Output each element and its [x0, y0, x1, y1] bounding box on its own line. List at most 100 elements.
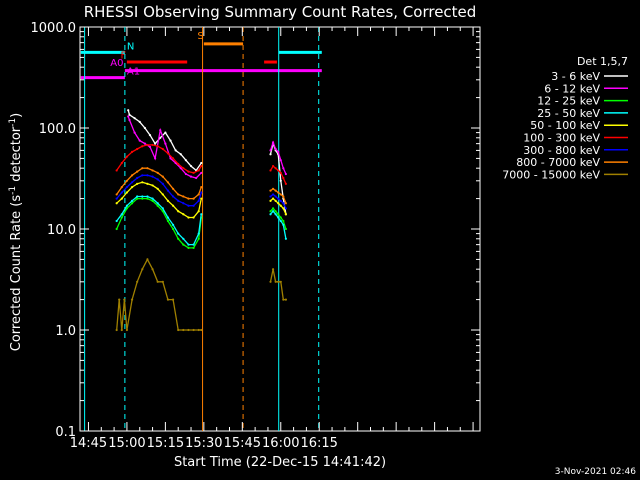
data-point	[277, 169, 280, 172]
data-point	[182, 237, 185, 240]
data-point	[282, 167, 285, 170]
data-point	[177, 162, 180, 166]
data-point	[125, 204, 129, 207]
data-point	[164, 142, 167, 145]
data-point	[179, 167, 182, 170]
flag-label: S	[197, 31, 203, 42]
data-point	[141, 167, 144, 170]
data-point	[154, 142, 157, 145]
data-point	[177, 210, 180, 213]
y-axis-label-main: Corrected Count Rate (s	[9, 195, 24, 352]
data-point	[200, 197, 203, 200]
data-point	[277, 280, 280, 283]
legend-label: 7000 - 15000 keV	[502, 168, 600, 181]
data-point	[282, 195, 285, 198]
data-point	[148, 145, 152, 148]
data-point	[282, 223, 285, 226]
data-point	[177, 237, 180, 240]
data-point	[200, 213, 203, 216]
data-point	[166, 298, 170, 301]
data-point	[136, 182, 139, 185]
series-line	[116, 144, 202, 174]
series-25-50keV	[115, 195, 287, 246]
data-point	[187, 243, 190, 246]
data-point	[171, 227, 175, 231]
data-point	[277, 202, 280, 205]
data-point	[141, 145, 144, 148]
data-point	[151, 175, 154, 178]
footer-timestamp: 3-Nov-2021 02:46	[555, 467, 637, 477]
data-point	[197, 210, 200, 213]
data-point	[279, 216, 282, 219]
data-point	[166, 219, 170, 223]
data-point	[143, 142, 146, 145]
data-point	[274, 280, 277, 283]
legend-label: 100 - 300 keV	[523, 132, 600, 145]
series-100-300keV	[115, 143, 287, 185]
data-point	[284, 213, 287, 216]
data-point	[284, 172, 287, 176]
data-point	[282, 298, 285, 301]
data-point	[271, 207, 275, 210]
data-point	[151, 184, 154, 187]
data-point	[169, 139, 172, 142]
data-point	[200, 164, 203, 168]
data-point	[125, 185, 129, 189]
data-point	[269, 149, 272, 152]
x-tick-label: 15:30	[185, 436, 222, 451]
data-point	[274, 210, 277, 213]
data-point	[136, 147, 139, 151]
series-line	[127, 116, 202, 179]
data-point	[182, 213, 185, 216]
data-point	[269, 213, 272, 216]
data-point	[200, 185, 203, 189]
y-axis-label: Corrected Count Rate (s-1 detector-1)	[8, 113, 24, 351]
data-point	[151, 143, 154, 147]
data-point	[141, 268, 144, 271]
data-point	[197, 169, 200, 172]
data-point	[277, 197, 280, 200]
series-line	[116, 181, 202, 219]
data-point	[154, 157, 157, 160]
data-point	[279, 171, 282, 174]
series-line	[269, 269, 286, 301]
flag-label: F	[121, 51, 127, 62]
data-point	[200, 171, 203, 174]
data-point	[284, 298, 287, 301]
y-tick-label: 10.0	[47, 223, 76, 238]
data-point	[115, 197, 118, 200]
data-point	[274, 195, 277, 198]
data-point	[277, 191, 280, 194]
y-tick-label: 1000.0	[31, 21, 77, 36]
data-point	[151, 197, 154, 200]
data-point	[277, 150, 280, 153]
data-point	[274, 189, 277, 192]
flag-label: A0	[110, 58, 123, 69]
data-point	[141, 181, 144, 184]
x-tick-label: 16:15	[300, 436, 337, 451]
series-300-800keV	[115, 174, 287, 210]
data-point	[143, 126, 146, 130]
data-point	[197, 199, 200, 202]
legend-label: 6 - 12 keV	[544, 82, 600, 95]
legend-label: 3 - 6 keV	[551, 70, 600, 83]
data-point	[130, 150, 134, 153]
y-tick-label: 0.1	[55, 425, 76, 440]
data-point	[171, 195, 175, 198]
data-point	[146, 195, 149, 198]
data-point	[279, 280, 282, 283]
data-point	[277, 213, 280, 216]
x-tick-label: 15:00	[108, 436, 145, 451]
x-axis: 14:45 15:00 15:15 15:30 15:45 16:00 16:15	[70, 27, 474, 451]
y-axis-label-sup1: -1	[8, 186, 18, 195]
data-point	[269, 169, 272, 172]
data-point	[187, 246, 190, 249]
flag-label: N	[127, 41, 134, 52]
data-point	[130, 199, 134, 202]
data-point	[115, 202, 118, 205]
y-axis-label-end: )	[9, 113, 24, 118]
data-point	[118, 298, 121, 301]
y-axis-label-sup2: -1	[8, 118, 18, 127]
